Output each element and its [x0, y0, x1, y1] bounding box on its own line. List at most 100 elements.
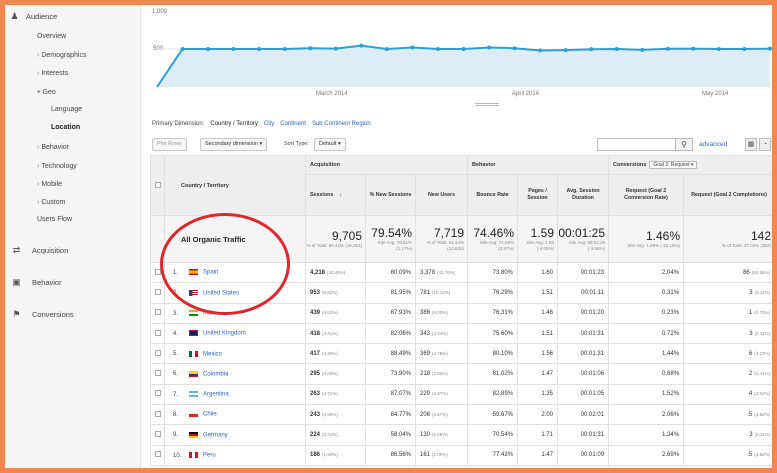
- comparison-view-icon[interactable]: ◔: [759, 138, 771, 151]
- row-checkbox[interactable]: [154, 410, 161, 417]
- chart-point[interactable]: [538, 48, 543, 53]
- chart-point[interactable]: [487, 45, 492, 50]
- sidebar-item-location[interactable]: Location: [51, 124, 81, 131]
- chart-point[interactable]: [512, 46, 517, 51]
- chart-point[interactable]: [768, 46, 772, 51]
- goal-select-dropdown[interactable]: Goal 2: Request ▾: [649, 161, 698, 169]
- advanced-filter-link[interactable]: advanced: [699, 141, 728, 148]
- chart-point[interactable]: [691, 46, 696, 51]
- sidebar-item-overview[interactable]: Overview: [37, 33, 67, 40]
- chart-point[interactable]: [206, 47, 211, 51]
- col-sessions-header[interactable]: Sessions ↓: [305, 174, 366, 216]
- chart-point[interactable]: [640, 47, 645, 52]
- plot-rows-button[interactable]: Plot Rows: [152, 138, 187, 151]
- new-users-cell: 781 (10.12%): [414, 282, 469, 304]
- row-checkbox[interactable]: [154, 349, 161, 356]
- pages-cell: 1.60: [517, 261, 559, 284]
- row-checkbox[interactable]: [154, 390, 161, 397]
- country-link[interactable]: Argentina: [203, 391, 229, 398]
- col-pages-header[interactable]: Pages / Session: [517, 174, 559, 216]
- row-checkbox[interactable]: [154, 451, 161, 458]
- chart-point[interactable]: [742, 47, 747, 51]
- col-new-users-header[interactable]: New Users: [414, 174, 469, 216]
- sidebar-item-interests[interactable]: › Interests: [37, 70, 69, 77]
- bounce-cell: 73.80%: [467, 261, 519, 284]
- bounce-cell: 59.67%: [467, 404, 519, 426]
- primary-dimension-continent[interactable]: Continent: [280, 121, 306, 127]
- row-checkbox[interactable]: [154, 309, 161, 316]
- table-view-icon[interactable]: ▦: [745, 138, 757, 151]
- country-link[interactable]: Peru: [203, 452, 216, 459]
- primary-dimension-city[interactable]: City: [263, 121, 275, 127]
- country-link[interactable]: India: [203, 310, 217, 317]
- row-checkbox[interactable]: [154, 268, 161, 275]
- chart-point[interactable]: [589, 47, 594, 52]
- group-behavior: Behavior: [467, 155, 610, 175]
- chart-point[interactable]: [384, 47, 389, 51]
- country-link[interactable]: United States: [203, 290, 240, 297]
- sidebar-conversions[interactable]: ⚑ Conversions: [12, 309, 74, 319]
- sidebar-item-mobile[interactable]: › Mobile: [37, 181, 62, 188]
- sidebar-item-users-flow[interactable]: Users Flow: [37, 216, 73, 223]
- chart-point[interactable]: [435, 47, 440, 51]
- sidebar-item-language[interactable]: Language: [51, 106, 83, 113]
- col-conv-rate-header[interactable]: Request (Goal 2 Conversion Rate): [608, 174, 685, 216]
- row-number: 1.: [173, 269, 179, 276]
- row-checkbox[interactable]: [154, 370, 161, 377]
- bounce-cell: 76.29%: [467, 282, 519, 304]
- chart-point[interactable]: [716, 47, 721, 51]
- row-checkbox[interactable]: [154, 431, 161, 438]
- col-duration-header[interactable]: Avg. Session Duration: [557, 174, 610, 216]
- chart-point[interactable]: [257, 47, 262, 51]
- spain-flag-icon: [189, 269, 198, 276]
- row-checkbox[interactable]: [154, 329, 161, 336]
- chart-point[interactable]: [410, 45, 415, 50]
- row-checkbox-cell: [150, 444, 165, 466]
- germany-flag-icon: [189, 431, 198, 438]
- col-new-sessions-header[interactable]: % New Sessions: [365, 174, 416, 216]
- primary-dimension-subcontinent[interactable]: Sub Continent Region: [311, 121, 371, 127]
- country-link[interactable]: Chile: [203, 412, 217, 419]
- select-all-checkbox[interactable]: [155, 181, 161, 188]
- sidebar-item-custom[interactable]: › Custom: [37, 199, 66, 206]
- chart-point[interactable]: [180, 47, 185, 51]
- group-acquisition: Acquisition: [304, 155, 469, 175]
- completions-cell: 5 (3.52%): [683, 404, 772, 426]
- new-sessions-cell: 82.06%: [365, 322, 416, 345]
- country-link[interactable]: Colombia: [203, 371, 229, 378]
- chart-resize-handle[interactable]: [475, 103, 499, 106]
- country-link[interactable]: United Kingdom: [203, 330, 246, 337]
- sidebar-item-demographics[interactable]: › Demographics: [37, 52, 87, 59]
- chart-point[interactable]: [308, 46, 313, 51]
- chart-point[interactable]: [461, 47, 466, 51]
- sort-type-dropdown[interactable]: Default ▾: [314, 138, 346, 151]
- duration-cell: 00:01:31: [557, 343, 610, 365]
- sidebar-item-behavior-sub[interactable]: › Behavior: [37, 144, 69, 151]
- colombia-flag-icon: [189, 370, 198, 377]
- chart-point[interactable]: [333, 46, 338, 51]
- totals-row: All Organic Traffic 9,705% of Total: 60.…: [150, 215, 772, 263]
- sidebar-item-technology[interactable]: › Technology: [37, 163, 77, 170]
- col-country-header[interactable]: Country / Territory: [164, 155, 306, 216]
- chart-point[interactable]: [359, 43, 364, 48]
- country-link[interactable]: Germany: [203, 432, 228, 439]
- chart-point[interactable]: [563, 48, 568, 53]
- country-link[interactable]: Spain: [203, 269, 219, 276]
- sidebar-item-geo[interactable]: ▾ Geo: [37, 89, 56, 96]
- completions-cell: 1 (0.70%): [683, 302, 772, 324]
- sessions-cell: 418 (4.31%): [305, 322, 366, 345]
- col-bounce-header[interactable]: Bounce Rate: [467, 174, 519, 216]
- col-completions-header[interactable]: Request (Goal 2 Completions): [683, 174, 772, 216]
- new-users-cell: 218 (2.82%): [414, 363, 469, 385]
- sidebar-behavior[interactable]: ▣ Behavior: [12, 277, 62, 287]
- chart-point[interactable]: [231, 47, 236, 51]
- sidebar-acquisition[interactable]: ⇄ Acquisition: [12, 245, 69, 255]
- row-checkbox[interactable]: [154, 288, 161, 295]
- chart-point[interactable]: [614, 47, 619, 51]
- search-icon[interactable]: ⚲: [675, 138, 693, 151]
- chart-point[interactable]: [282, 47, 287, 51]
- secondary-dimension-dropdown[interactable]: Secondary dimension ▾: [200, 138, 268, 151]
- chart-point[interactable]: [665, 46, 670, 51]
- country-link[interactable]: Mexico: [203, 351, 223, 358]
- sidebar-audience[interactable]: ♟ Audience: [9, 11, 57, 22]
